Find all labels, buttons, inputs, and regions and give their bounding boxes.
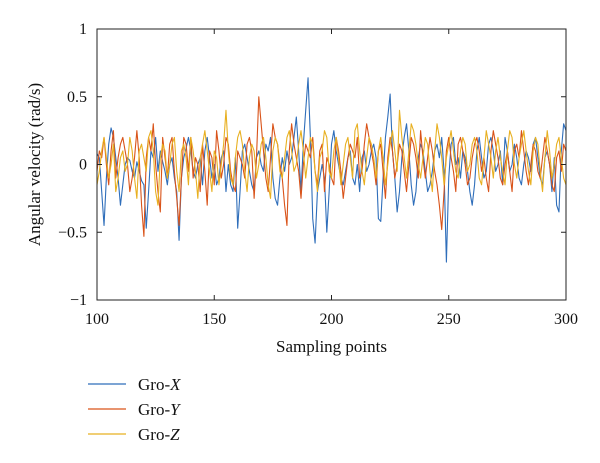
y-axis-label: Angular velocity (rad/s) [25,83,44,246]
y-tick-label: 0.5 [67,89,87,106]
axis-ticks: 100 150 200 250 300 −1 −0.5 0 0.5 1 [58,21,578,328]
y-tick-label: −0.5 [58,224,87,241]
x-tick-label: 250 [437,311,461,328]
legend-label-z: Gro-Z [138,425,180,444]
legend-label-y: Gro-Y [138,400,181,419]
legend-label-x: Gro-X [138,375,181,394]
y-tick-label: 0 [79,157,87,174]
series-line-x [96,77,567,263]
series-lines [96,77,567,263]
x-axis-label: Sampling points [276,337,387,356]
series-line-z [96,109,567,206]
x-tick-label: 200 [320,311,344,328]
plot-area-frame [96,28,567,301]
y-tick-label: −1 [70,292,87,309]
legend: Gro-X Gro-Y Gro-Z [88,375,181,444]
x-tick-label: 150 [202,311,226,328]
x-tick-label: 300 [554,311,578,328]
x-tick-label: 100 [85,311,109,328]
y-tick-label: 1 [79,21,87,38]
